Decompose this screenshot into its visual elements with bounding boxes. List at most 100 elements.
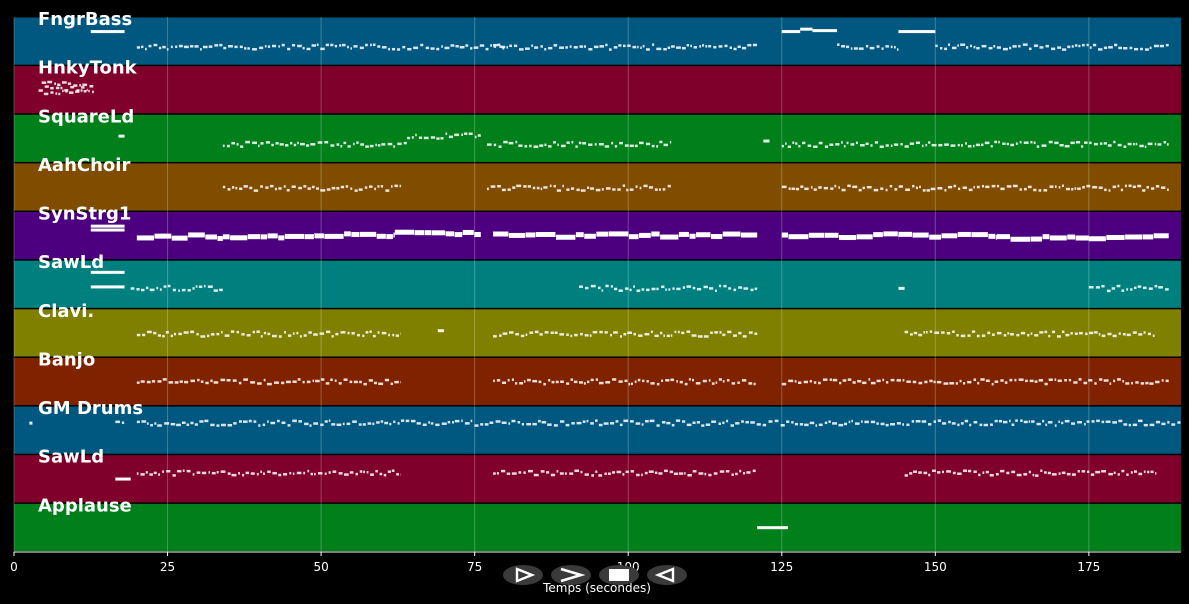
note — [1034, 334, 1039, 337]
note — [136, 288, 140, 291]
note — [702, 44, 705, 47]
note — [737, 45, 741, 49]
note — [281, 381, 285, 385]
note — [913, 470, 917, 473]
note — [923, 471, 928, 475]
note — [387, 470, 391, 473]
note — [601, 289, 604, 292]
note — [896, 422, 901, 425]
note — [960, 422, 964, 425]
stop-button[interactable] — [599, 565, 639, 585]
note — [363, 470, 365, 474]
note — [994, 140, 998, 144]
note — [912, 184, 915, 188]
note — [941, 470, 944, 474]
note — [213, 289, 218, 292]
note — [377, 331, 380, 334]
note — [1074, 187, 1077, 190]
note — [493, 335, 497, 338]
note — [918, 333, 923, 337]
note — [565, 423, 570, 427]
note — [1040, 469, 1043, 472]
note — [368, 185, 373, 188]
note — [1054, 141, 1059, 145]
note — [490, 185, 496, 188]
note — [1051, 473, 1057, 476]
note — [38, 89, 43, 92]
note — [1132, 423, 1138, 427]
note — [847, 184, 851, 188]
note — [876, 379, 881, 383]
note — [201, 471, 207, 475]
note — [733, 288, 737, 292]
note — [580, 470, 583, 474]
note — [553, 44, 558, 47]
note — [1147, 332, 1152, 336]
note — [141, 288, 145, 292]
note — [1123, 423, 1128, 426]
note — [876, 422, 879, 425]
track-notes — [136, 378, 1169, 386]
note — [219, 288, 223, 292]
track-band — [14, 163, 1181, 211]
note — [979, 423, 983, 427]
forward-button[interactable] — [551, 565, 591, 585]
note — [990, 423, 993, 426]
note — [578, 381, 583, 384]
note — [584, 473, 589, 476]
note — [1140, 382, 1145, 385]
note — [502, 332, 508, 335]
note — [216, 470, 219, 474]
note — [973, 45, 976, 49]
note — [260, 335, 263, 338]
note — [569, 472, 574, 475]
note — [727, 330, 732, 334]
note — [780, 424, 785, 427]
note — [731, 473, 734, 476]
note — [372, 422, 375, 426]
note — [283, 185, 286, 188]
note — [1158, 286, 1163, 289]
note — [521, 423, 525, 426]
note — [343, 378, 348, 381]
note — [909, 142, 915, 145]
note — [347, 145, 351, 148]
note — [1003, 334, 1007, 337]
note — [496, 472, 499, 475]
note — [804, 187, 809, 191]
note — [377, 144, 381, 147]
note — [852, 381, 856, 384]
note — [618, 380, 623, 383]
rewind-button[interactable] — [647, 565, 687, 585]
note — [1118, 419, 1123, 423]
note — [136, 235, 154, 241]
note — [1048, 378, 1053, 382]
note — [703, 285, 708, 289]
note — [192, 287, 195, 290]
note — [629, 288, 632, 292]
note — [862, 186, 865, 190]
note — [186, 469, 191, 473]
note — [1107, 332, 1112, 336]
note — [367, 422, 372, 425]
play-button[interactable] — [503, 565, 543, 585]
note — [559, 472, 564, 475]
note — [975, 143, 981, 147]
note — [375, 469, 378, 473]
note — [1071, 473, 1076, 476]
note — [291, 44, 296, 47]
note — [813, 145, 818, 149]
note — [226, 144, 230, 148]
note — [940, 47, 943, 50]
note — [1126, 333, 1131, 337]
note — [468, 132, 473, 136]
note — [524, 47, 530, 50]
note — [638, 334, 643, 337]
note — [181, 288, 186, 292]
note — [304, 422, 309, 426]
note — [227, 188, 231, 191]
note — [285, 380, 291, 384]
note — [194, 45, 199, 48]
note — [688, 378, 691, 381]
note — [555, 234, 576, 240]
